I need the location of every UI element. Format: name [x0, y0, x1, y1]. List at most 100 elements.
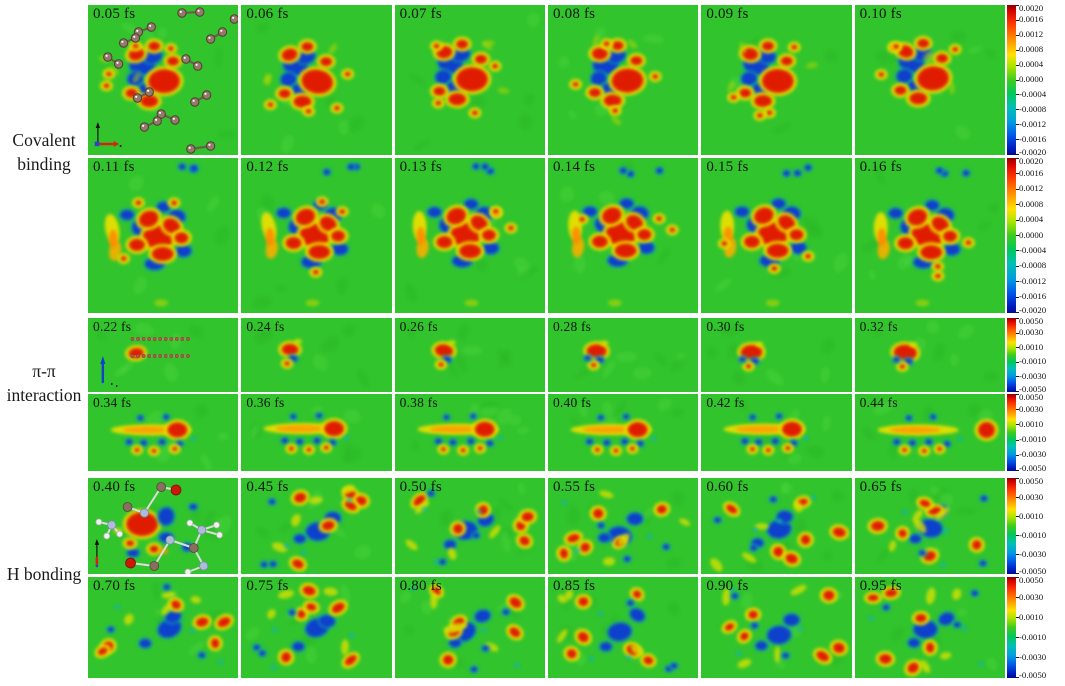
- density-map: [94, 482, 232, 574]
- colorbar-tick: [1016, 516, 1019, 517]
- axis-indicator: [94, 122, 122, 147]
- axis-indicator: [94, 539, 100, 568]
- colorbar-tick-label: 0.0010: [1019, 341, 1044, 352]
- density-map: [256, 484, 372, 572]
- density-map: [399, 584, 525, 675]
- colorbar-tick: [1016, 64, 1019, 66]
- density-map: [570, 398, 685, 456]
- colorbar-tick-label: 0.0012: [1019, 183, 1044, 194]
- density-map: [94, 581, 234, 665]
- colorbar-tick: [1016, 124, 1019, 126]
- colorbar-tick: [1016, 158, 1019, 159]
- colorbar-tick-label: 0.0050: [1019, 575, 1044, 585]
- colorbar-tick: [1016, 139, 1019, 141]
- timestamp-label: 0.65 fs: [859, 479, 902, 495]
- molecule-overlay: [103, 7, 239, 154]
- timestamp-label: 0.44 fs: [859, 395, 898, 410]
- density-map: [574, 340, 685, 379]
- colorbar-tick: [1016, 109, 1019, 111]
- colorbar-tick-label: -0.0016: [1019, 291, 1047, 302]
- colorbar-tick-label: 0.0010: [1019, 611, 1044, 622]
- snapshot-panel-h-bonding-0.50fs: 0.50 fs: [394, 478, 545, 574]
- snapshot-panel-covalent-binding-0.07fs: 0.07 fs: [394, 5, 545, 155]
- density-map: [710, 482, 850, 573]
- timestamp-label: 0.40 fs: [93, 479, 136, 495]
- colorbar-tick: [1016, 478, 1019, 479]
- timestamp-label: 0.30 fs: [706, 319, 745, 334]
- colorbar-tick: [1016, 577, 1019, 578]
- colorbar-tick: [1016, 312, 1019, 313]
- colorbar-tick-label: -0.0008: [1019, 103, 1047, 114]
- colorbar-gradient: [1007, 5, 1016, 155]
- molecule-overlay: [130, 337, 190, 358]
- colorbar-tick: [1016, 154, 1019, 155]
- timestamp-label: 0.45 fs: [246, 479, 289, 495]
- colorbar-tick-label: -0.0012: [1019, 118, 1047, 129]
- snapshot-panel-h-bonding-0.75fs: 0.75 fs: [241, 577, 392, 678]
- colorbar-tick-label: -0.0016: [1019, 133, 1047, 144]
- colorbar-tick: [1016, 361, 1019, 363]
- timestamp-label: 0.60 fs: [706, 479, 749, 495]
- timestamp-label: 0.70 fs: [93, 578, 136, 594]
- timestamp-label: 0.55 fs: [552, 479, 596, 495]
- colorbar-h-bonding-1: 0.0050 0.0030 0.0010 -0.0010 -0.0030 -0.0050: [1007, 575, 1065, 680]
- snapshot-panel-h-bonding-0.45fs: 0.45 fs: [241, 478, 392, 574]
- density-map: [862, 401, 999, 460]
- colorbar-tick-label: 0.0010: [1019, 510, 1044, 521]
- colorbar-tick-label: 0.0030: [1019, 591, 1044, 602]
- colorbar-pi-pi-interaction-0: 0.0050 0.0030 0.0010 -0.0010 -0.0030 -0.0050: [1007, 317, 1065, 394]
- colorbar-tick-label: 0.0004: [1019, 214, 1044, 225]
- snapshot-panel-h-bonding-0.90fs: 0.90 fs: [701, 577, 852, 678]
- timestamp-label: 0.32 fs: [859, 319, 898, 334]
- snapshot-panel-pi-pi-interaction-0.22fs: 0.22 fs: [88, 318, 239, 392]
- colorbar-tick-label: -0.0020: [1019, 147, 1047, 157]
- timestamp-label: 0.11 fs: [93, 159, 135, 175]
- colorbar-tick: [1016, 617, 1019, 618]
- snapshot-panel-covalent-binding-0.08fs: 0.08 fs: [547, 5, 699, 155]
- density-map: [557, 587, 680, 674]
- colorbar-tick: [1016, 409, 1019, 411]
- snapshot-panel-covalent-binding-0.12fs: 0.12 fs: [241, 158, 392, 313]
- snapshot-row-h-bonding-0: 0.40 fs 0.45 fs 0.50 fs 0.55 fs 0.60 fs 0.65 …: [88, 478, 1005, 574]
- colorbar-gradient: [1007, 318, 1016, 392]
- colorbar-tick-label: 0.0008: [1019, 198, 1044, 209]
- timestamp-label: 0.26 fs: [399, 319, 438, 334]
- colorbar-tick-label: -0.0030: [1019, 548, 1047, 559]
- snapshot-panel-covalent-binding-0.15fs: 0.15 fs: [701, 158, 852, 313]
- colorbar-gradient: [1007, 158, 1016, 313]
- colorbar-tick-label: 0.0050: [1019, 476, 1044, 486]
- colorbar-tick-label: -0.0030: [1019, 651, 1047, 662]
- colorbar-tick-label: -0.0010: [1019, 356, 1047, 367]
- snapshot-panel-pi-pi-interaction-0.24fs: 0.24 fs: [241, 318, 392, 392]
- colorbar-tick-label: 0.0012: [1019, 29, 1044, 40]
- density-map: [873, 320, 999, 382]
- timestamp-label: 0.10 fs: [859, 6, 902, 22]
- colorbar-pi-pi-interaction-1: 0.0050 0.0030 0.0010 -0.0010 -0.0030 -0.0050: [1007, 393, 1065, 473]
- section-label-h-bonding: H bonding: [6, 564, 82, 584]
- colorbar-tick: [1016, 5, 1019, 6]
- timestamp-label: 0.75 fs: [246, 578, 289, 594]
- timestamp-label: 0.42 fs: [706, 395, 745, 410]
- colorbar-tick: [1016, 597, 1019, 598]
- timestamp-label: 0.90 fs: [706, 578, 749, 594]
- colorbar-tick: [1016, 265, 1019, 267]
- timestamp-label: 0.09 fs: [706, 6, 749, 22]
- colorbar-tick: [1016, 34, 1019, 36]
- timestamp-label: 0.07 fs: [399, 6, 442, 22]
- colorbar-tick: [1016, 394, 1019, 395]
- colorbar-tick-label: 0.0016: [1019, 14, 1044, 25]
- density-map: [727, 37, 839, 134]
- colorbar-tick: [1016, 637, 1019, 638]
- colorbar-tick-label: -0.0020: [1019, 305, 1047, 315]
- colorbar-tick: [1016, 281, 1019, 283]
- density-map: [556, 490, 691, 570]
- timestamp-label: 0.15 fs: [706, 159, 749, 175]
- snapshot-panel-covalent-binding-0.10fs: 0.10 fs: [854, 5, 1005, 155]
- snapshot-panel-h-bonding-0.40fs: 0.40 fs: [88, 478, 239, 574]
- colorbar-tick-label: 0.0030: [1019, 403, 1044, 414]
- snapshot-panel-covalent-binding-0.09fs: 0.09 fs: [701, 5, 852, 155]
- density-map: [404, 161, 538, 307]
- timestamp-label: 0.08 fs: [552, 6, 596, 22]
- colorbar-tick-label: -0.0050: [1019, 384, 1047, 394]
- colorbar-tick-label: -0.0030: [1019, 370, 1047, 381]
